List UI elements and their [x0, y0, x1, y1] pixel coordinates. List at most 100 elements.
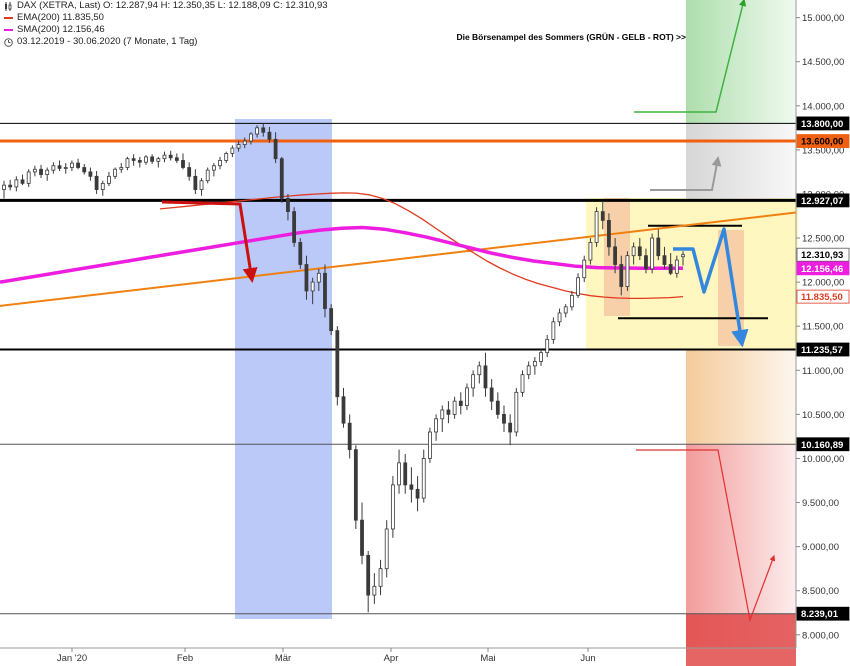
yellow-zone	[686, 349, 796, 445]
candle-body	[662, 255, 667, 265]
price-tag	[796, 247, 850, 262]
candle-body	[545, 339, 550, 354]
y-tick-label: 11.500,00	[802, 322, 844, 333]
y-tick-label: 8.000,00	[802, 630, 839, 641]
candle-body	[88, 171, 93, 177]
candle-body	[434, 418, 438, 433]
candle-body	[292, 211, 297, 243]
candle-body	[619, 264, 624, 287]
candle-body	[582, 259, 587, 279]
grey-scenario-arrow	[650, 156, 722, 191]
legend-sma-text: SMA(200) 12.156,46	[17, 24, 105, 35]
price-tag	[796, 193, 850, 208]
candle-body	[335, 330, 340, 398]
candle-body	[347, 422, 352, 451]
y-tick-label: 14.000,00	[802, 101, 844, 112]
candle-body	[205, 169, 210, 182]
candle-body	[668, 264, 673, 274]
candlestick-icon	[4, 1, 13, 11]
y-tick-label: 9.000,00	[802, 542, 839, 553]
y-tick-label: 11.000,00	[802, 366, 844, 377]
candle-body	[384, 528, 389, 570]
legend-instrument: DAX (XETRA, Last) O: 12.287,94 H: 12.350…	[4, 0, 328, 12]
candle-body	[181, 160, 185, 168]
candle-body	[137, 160, 142, 163]
candle-body	[323, 272, 327, 309]
ema-line	[159, 192, 684, 300]
candle-body	[211, 165, 216, 171]
indicator-lines	[0, 192, 797, 307]
candle-body	[372, 585, 377, 596]
candle-body	[273, 138, 278, 160]
candle-body	[298, 242, 303, 265]
candle-body	[378, 568, 383, 587]
y-tick-label: 8.500,00	[802, 586, 839, 597]
candle-body	[508, 422, 513, 433]
candle-body	[569, 294, 574, 308]
candle-body	[2, 184, 6, 190]
candle-body	[415, 488, 420, 499]
legend-range: 03.12.2019 - 30.06.2020 (7 Monate, 1 Tag…	[4, 36, 328, 48]
price-tag-label: 12.927,07	[801, 196, 843, 207]
candle-body	[526, 365, 531, 376]
candle-body	[236, 144, 241, 149]
candle-body	[403, 462, 408, 486]
candle-body	[119, 167, 124, 170]
candle-body	[452, 400, 457, 415]
candle-body	[168, 154, 173, 159]
candle-body	[360, 519, 364, 556]
candle-body	[32, 168, 37, 173]
price-tag	[796, 342, 850, 357]
candle-body	[279, 158, 284, 199]
candle-body	[489, 387, 494, 402]
candle-body	[502, 413, 506, 424]
candle-body	[39, 168, 43, 175]
candle-body	[446, 409, 451, 415]
y-tick-label: 14.500,00	[802, 57, 844, 68]
legend-instrument-text: DAX (XETRA, Last) O: 12.287,94 H: 12.350…	[17, 0, 328, 11]
candle-body	[267, 131, 272, 140]
legend-ema: EMA(200) 11.835,50	[4, 12, 328, 24]
candle-body	[594, 211, 599, 243]
candle-body	[483, 365, 488, 389]
candle-body	[304, 264, 309, 292]
scenario-arrow	[673, 227, 749, 348]
price-tag	[796, 116, 850, 131]
candle-body	[681, 254, 685, 258]
candle-body	[477, 365, 482, 376]
candle-body	[107, 175, 111, 184]
candle-body	[193, 175, 198, 190]
candle-body	[613, 246, 617, 265]
price-tag	[796, 606, 850, 621]
y-tick-label: 10.000,00	[802, 454, 844, 465]
candle-body	[199, 180, 204, 190]
candle-body	[20, 179, 25, 184]
price-tag	[796, 261, 850, 276]
candle-body	[607, 220, 611, 248]
candle-body	[76, 162, 80, 168]
price-tag	[796, 134, 850, 148]
candle-body	[310, 281, 315, 292]
candle-body	[224, 153, 229, 161]
x-tick-label: Mär	[275, 653, 291, 664]
candle-body	[465, 387, 469, 406]
x-tick-label: Jan '20	[57, 653, 87, 664]
price-labels: 13.800,00 13.600,00 12.927,07 12.310,93 12.1…	[796, 116, 850, 621]
y-tick-label: 15.000,00	[802, 13, 844, 24]
chart-annotation: Die Börsenampel des Sommers (GRÜN - GELB…	[456, 32, 686, 42]
candle-body	[45, 169, 50, 175]
candle-body	[539, 352, 543, 362]
price-tag-label: 12.156,46	[801, 264, 843, 275]
candle-body	[174, 157, 179, 161]
candle-body	[637, 246, 642, 257]
price-tag-label: 13.600,00	[801, 137, 843, 148]
candle-body	[471, 374, 476, 389]
price-tag-label: 10.160,89	[801, 440, 843, 451]
candle-body	[563, 306, 568, 314]
x-tick-label: Mai	[480, 653, 495, 664]
candle-body	[100, 182, 105, 190]
candle-body	[557, 312, 562, 323]
candle-body	[8, 184, 13, 188]
